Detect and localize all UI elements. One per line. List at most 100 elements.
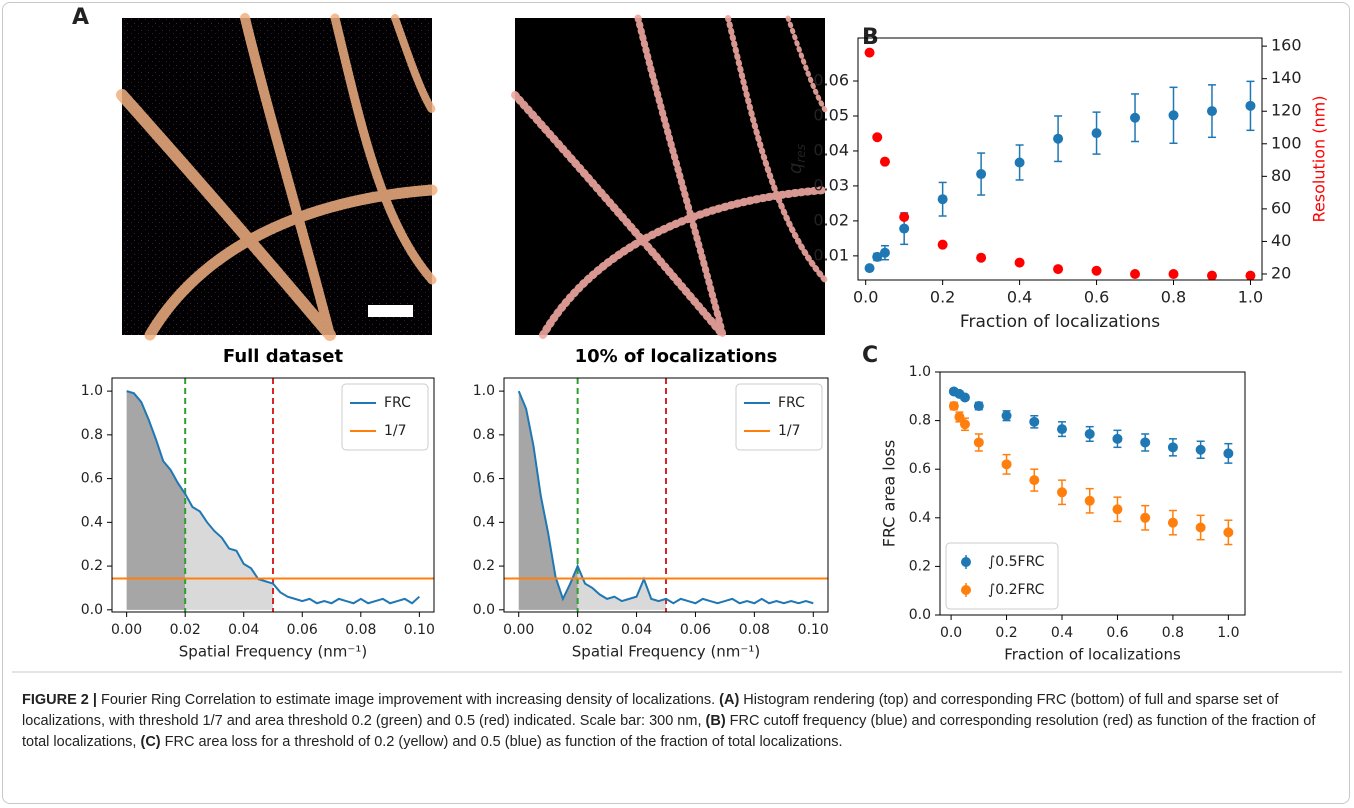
x-tick-label: 0.2 xyxy=(930,288,955,307)
panel-label: C xyxy=(862,343,878,368)
point xyxy=(1168,268,1179,279)
x-tick-label: 0.00 xyxy=(503,622,534,638)
point xyxy=(872,251,883,262)
axes-frame xyxy=(857,37,1263,281)
filaments-full xyxy=(116,13,438,341)
point xyxy=(1091,265,1102,276)
point xyxy=(937,239,948,250)
legend-label: FRC xyxy=(384,395,411,411)
x-axis-label: Fraction of localizations xyxy=(1004,646,1181,664)
point xyxy=(872,132,883,143)
point xyxy=(1206,270,1217,281)
y2-tick-label: 140 xyxy=(1271,68,1302,87)
y2-tick-label: 120 xyxy=(1271,101,1302,120)
y2-tick-label: 160 xyxy=(1271,36,1302,55)
y-tick-label: 0.03 xyxy=(813,175,849,194)
x-tick-label: 0.04 xyxy=(228,622,259,638)
point xyxy=(1195,522,1206,533)
x-tick-label: 0.04 xyxy=(621,622,652,638)
point xyxy=(1140,437,1151,448)
x-tick-label: 0.06 xyxy=(287,622,318,638)
chart-title: Full dataset xyxy=(223,346,344,367)
point xyxy=(1245,100,1256,111)
y-tick-label: 0.4 xyxy=(81,514,103,530)
y-tick-label: 0.06 xyxy=(813,71,849,90)
point xyxy=(1206,106,1217,117)
point xyxy=(1245,270,1256,281)
point xyxy=(1057,424,1067,435)
point xyxy=(879,247,890,258)
y-tick-label: 0.0 xyxy=(473,602,495,618)
y-tick-label: 0.8 xyxy=(473,427,495,443)
caption-text: FIGURE 2 | xyxy=(22,692,97,708)
point xyxy=(1167,442,1178,453)
x-tick-label: 0.4 xyxy=(1051,625,1073,641)
legend-label: 1/7 xyxy=(384,423,407,439)
point xyxy=(1084,495,1095,506)
point xyxy=(864,47,875,58)
point xyxy=(1091,128,1102,139)
y-axis-label: qres xyxy=(785,144,808,174)
point xyxy=(1223,448,1234,459)
point xyxy=(1223,527,1234,538)
x-tick-label: 0.8 xyxy=(1161,288,1186,307)
frc-line xyxy=(517,390,814,605)
x-tick-label: 0.6 xyxy=(1084,288,1109,307)
scale-bar xyxy=(368,305,413,317)
x-tick-label: 1.0 xyxy=(1217,625,1239,641)
legend-label: FRC xyxy=(778,395,805,411)
point xyxy=(1029,416,1040,427)
y2-tick-label: 20 xyxy=(1271,263,1291,282)
x-tick-label: 0.00 xyxy=(111,622,142,638)
y-tick-label: 0.2 xyxy=(909,558,931,574)
point xyxy=(976,169,987,180)
point xyxy=(1001,410,1012,421)
x-tick-label: 0.10 xyxy=(404,622,435,638)
x-tick-label: 0.08 xyxy=(739,622,770,638)
point xyxy=(1057,487,1067,498)
point xyxy=(1029,475,1040,486)
point xyxy=(899,223,910,234)
x-tick-label: 0.10 xyxy=(798,622,829,638)
y-tick-label: 0.6 xyxy=(473,471,495,487)
point xyxy=(948,401,959,412)
point xyxy=(1053,264,1064,275)
y-tick-label: 0.4 xyxy=(473,514,495,530)
point xyxy=(1130,112,1141,123)
caption-text: (A) xyxy=(719,692,740,708)
x-tick-label: 0.0 xyxy=(853,288,878,307)
y-axis-label-sub: res xyxy=(794,144,808,163)
axes-frame xyxy=(939,371,1246,616)
x-axis-label: Spatial Frequency (nm⁻¹) xyxy=(572,643,760,661)
y-tick-label: 1.0 xyxy=(909,364,931,380)
axes-frame xyxy=(111,377,435,613)
caption-text: (B) xyxy=(705,713,726,729)
legend-label: 1/7 xyxy=(778,423,801,439)
legend-label: ∫0.2FRC xyxy=(988,582,1045,598)
caption-text: FRC area loss for a threshold of 0.2 (ye… xyxy=(160,734,843,750)
point xyxy=(1195,444,1206,455)
y-tick-label: 1.0 xyxy=(81,383,103,399)
area-shade xyxy=(577,566,666,610)
point xyxy=(973,401,984,412)
point xyxy=(1053,133,1064,144)
point xyxy=(899,212,910,223)
point xyxy=(1001,459,1012,470)
x-axis-label: Fraction of localizations xyxy=(960,312,1160,332)
area-shade xyxy=(518,391,578,610)
y-tick-label: 0.02 xyxy=(813,210,849,229)
y2-axis-label: Resolution (nm) xyxy=(1310,96,1329,223)
legend-swatch xyxy=(961,557,971,567)
caption-text: Fourier Ring Correlation to estimate ima… xyxy=(96,692,720,708)
y-tick-label: 0.0 xyxy=(909,607,931,623)
caption-text: Histogram rendering (top) and correspond… xyxy=(22,692,1283,729)
caption-text: FRC cutoff frequency (blue) and correspo… xyxy=(22,713,1320,750)
chart-title: 10% of localizations xyxy=(575,346,778,367)
point xyxy=(1084,428,1095,439)
y-tick-label: 0.2 xyxy=(81,558,103,574)
x-tick-label: 0.08 xyxy=(345,622,376,638)
legend-swatch xyxy=(961,585,971,595)
y2-tick-label: 40 xyxy=(1271,231,1291,250)
point xyxy=(1140,512,1151,523)
